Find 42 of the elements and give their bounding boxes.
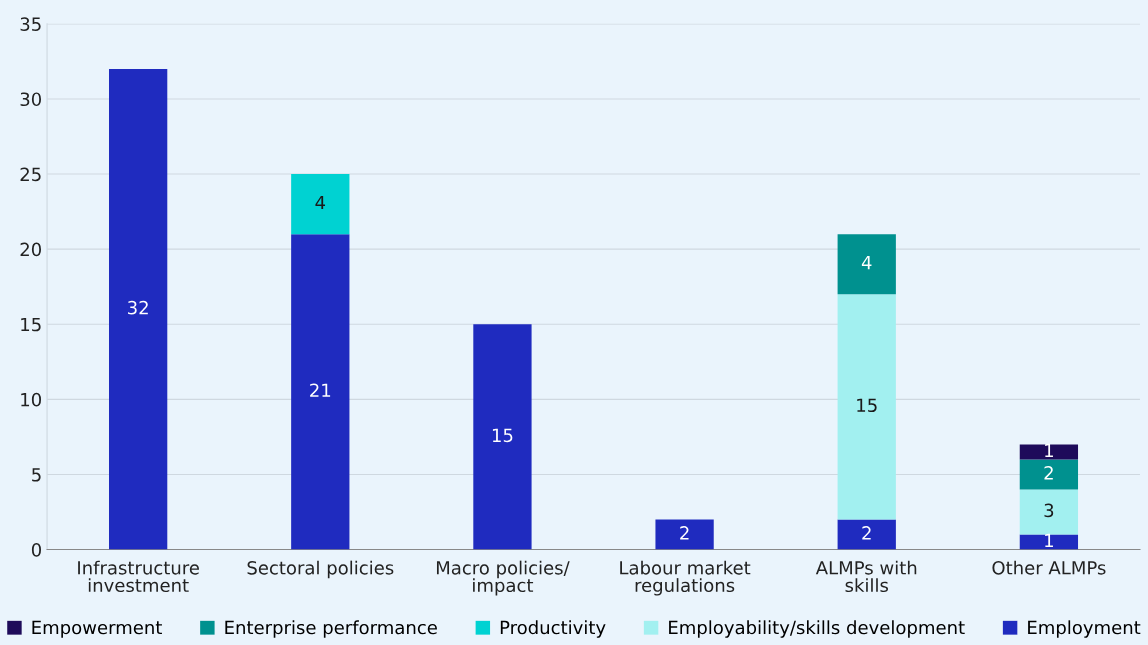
data-label: 3 — [1044, 503, 1054, 518]
bar — [109, 68, 168, 550]
data-label: 4 — [315, 195, 326, 210]
bar — [837, 294, 896, 520]
bar — [655, 519, 714, 550]
data-label: 21 — [310, 383, 331, 397]
data-label: 4 — [861, 255, 872, 270]
y-tick-label: 25 — [20, 167, 41, 182]
y-tick-label: 30 — [20, 92, 42, 107]
bar — [291, 174, 350, 235]
legend-label: Productivity — [500, 620, 606, 638]
x-tick-label: ALMPs with skills — [815, 560, 917, 593]
y-tick-label: 15 — [21, 317, 41, 332]
data-label: 32 — [128, 300, 148, 315]
bar — [1019, 459, 1079, 490]
x-tick-label: Infrastructure investment — [78, 560, 199, 593]
x-tick-label: Sectoral policies — [247, 560, 394, 579]
bar — [291, 234, 350, 550]
y-tick-label: 0 — [31, 543, 42, 557]
legend-label: Empowerment — [32, 620, 162, 638]
y-tick-label: 20 — [20, 242, 42, 257]
data-label: 2 — [1044, 466, 1053, 480]
bar — [837, 234, 896, 295]
data-label: 1 — [1045, 533, 1053, 548]
bar — [1019, 444, 1079, 460]
bar — [473, 324, 532, 550]
y-tick-label: 5 — [32, 468, 41, 482]
bar — [1019, 489, 1079, 535]
y-tick-label: 35 — [20, 17, 41, 31]
x-tick-label: Labour market regulations — [620, 560, 751, 596]
data-label: 15 — [492, 428, 513, 443]
legend-label: Employment — [1028, 620, 1141, 638]
data-label: 2 — [680, 526, 689, 540]
bar — [837, 519, 896, 550]
data-label: 2 — [862, 526, 871, 540]
legend-label: Enterprise performance — [225, 620, 437, 638]
x-tick-label: Other ALMPs — [992, 560, 1106, 575]
legend-label: Employability/skills development — [669, 620, 965, 638]
x-tick-label: Macro policies/ impact — [436, 560, 570, 596]
data-label: 1 — [1045, 443, 1053, 457]
data-label: 15 — [857, 398, 877, 413]
y-tick-label: 10 — [21, 392, 42, 407]
